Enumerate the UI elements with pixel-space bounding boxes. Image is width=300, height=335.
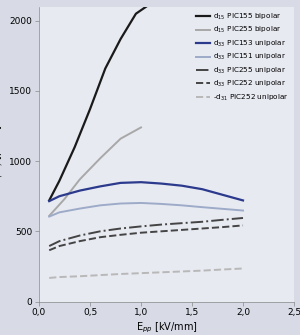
X-axis label: E$_{pp}$ [kV/mm]: E$_{pp}$ [kV/mm] [136, 320, 197, 335]
Y-axis label: d$_{(GS)}$ [pm/V]: d$_{(GS)}$ [pm/V] [0, 125, 6, 184]
Legend: d$_{15}$ PIC155 bipolar, d$_{15}$ PIC255 bipolar, d$_{33}$ PIC153 unipolar, d$_{: d$_{15}$ PIC155 bipolar, d$_{15}$ PIC255… [193, 9, 292, 106]
